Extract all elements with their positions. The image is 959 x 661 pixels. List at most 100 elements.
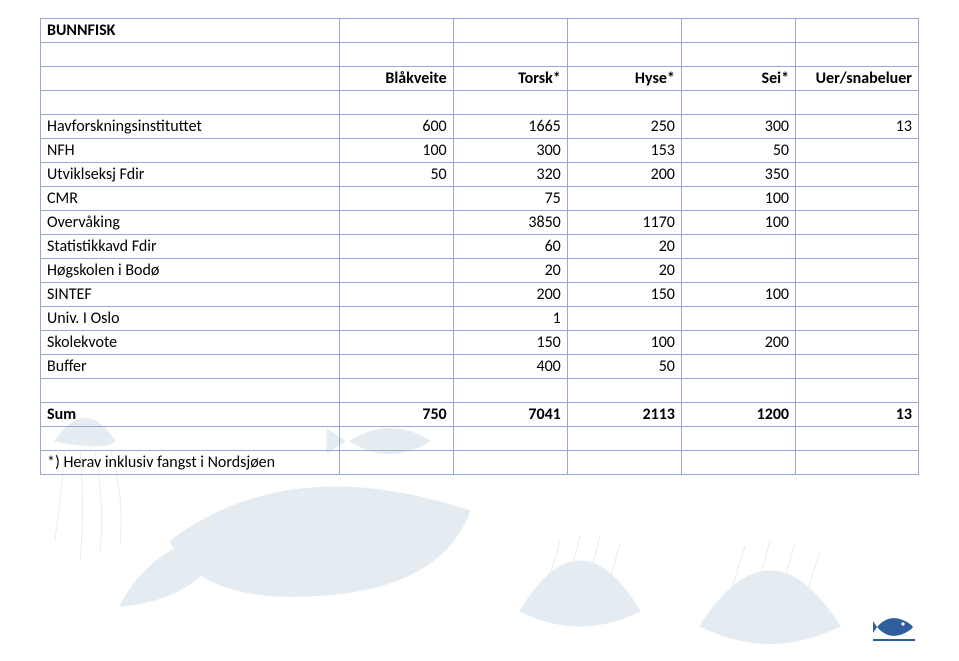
empty-cell [796,379,919,403]
table-row: Overvåking 3850 1170 100 [41,211,919,235]
row-label: Statistikkavd Fdir [41,235,340,259]
table-row: SINTEF 200 150 100 [41,283,919,307]
empty-cell [453,43,567,67]
cell [796,283,919,307]
cell [339,307,453,331]
spacer-row [41,91,919,115]
empty-cell [567,19,681,43]
empty-cell [453,379,567,403]
empty-cell [41,379,340,403]
empty-cell [681,91,795,115]
empty-cell [453,19,567,43]
empty-cell [453,91,567,115]
empty-cell [339,427,453,451]
cell [567,187,681,211]
cell: 150 [453,331,567,355]
table-row: Skolekvote 150 100 200 [41,331,919,355]
cell: 50 [681,139,795,163]
cell: 200 [681,331,795,355]
cell: 153 [567,139,681,163]
empty-cell [681,379,795,403]
cell [796,139,919,163]
row-label: NFH [41,139,340,163]
cell [796,259,919,283]
cell [796,355,919,379]
table-row: Havforskningsinstituttet 600 1665 250 30… [41,115,919,139]
cell: 100 [681,187,795,211]
empty-cell [796,19,919,43]
cell [339,355,453,379]
cell [796,307,919,331]
cell [339,283,453,307]
cell: 200 [453,283,567,307]
cell: 1665 [453,115,567,139]
table-row: CMR 75 100 [41,187,919,211]
cell [796,331,919,355]
col-header: Sei* [681,67,795,91]
cell [339,211,453,235]
empty-cell [453,451,567,475]
empty-cell [796,451,919,475]
cell: 13 [796,115,919,139]
cell [681,307,795,331]
empty-cell [567,43,681,67]
page-title: BUNNFISK [41,19,340,43]
empty-cell [567,379,681,403]
cell [796,187,919,211]
cell: 50 [339,163,453,187]
cell: 100 [681,283,795,307]
col-header: Blåkveite [339,67,453,91]
table-row: Univ. I Oslo 1 [41,307,919,331]
empty-cell [339,91,453,115]
cell: 300 [681,115,795,139]
empty-cell [681,451,795,475]
cell [681,235,795,259]
cell [339,235,453,259]
empty-cell [796,427,919,451]
row-label: Skolekvote [41,331,340,355]
cell [796,211,919,235]
cell: 350 [681,163,795,187]
cell: 3850 [453,211,567,235]
cell: 50 [567,355,681,379]
cell: 20 [567,259,681,283]
cell [796,235,919,259]
empty-cell [41,427,340,451]
sum-cell: 13 [796,403,919,427]
row-label: Buffer [41,355,340,379]
empty-cell [681,427,795,451]
empty-cell [339,451,453,475]
cell: 300 [453,139,567,163]
cell [339,187,453,211]
empty-cell [796,43,919,67]
empty-cell [41,67,340,91]
col-header: Hyse* [567,67,681,91]
cell: 250 [567,115,681,139]
empty-cell [339,379,453,403]
empty-cell [567,91,681,115]
row-label: Overvåking [41,211,340,235]
fish-logo-icon [873,609,915,643]
empty-cell [567,427,681,451]
table-row: Statistikkavd Fdir 60 20 [41,235,919,259]
cell [339,331,453,355]
empty-cell [567,451,681,475]
empty-cell [796,91,919,115]
sum-cell: 7041 [453,403,567,427]
sum-cell: 1200 [681,403,795,427]
row-label: Utviklseksj Fdir [41,163,340,187]
cell: 320 [453,163,567,187]
cell: 1 [453,307,567,331]
empty-cell [681,19,795,43]
cell: 600 [339,115,453,139]
cell [796,163,919,187]
empty-cell [41,43,340,67]
empty-cell [453,427,567,451]
empty-cell [339,43,453,67]
row-label: Univ. I Oslo [41,307,340,331]
footnote: *) Herav inklusiv fangst i Nordsjøen [41,451,340,475]
cell: 1170 [567,211,681,235]
sum-label: Sum [41,403,340,427]
empty-cell [339,19,453,43]
spacer-row [41,43,919,67]
